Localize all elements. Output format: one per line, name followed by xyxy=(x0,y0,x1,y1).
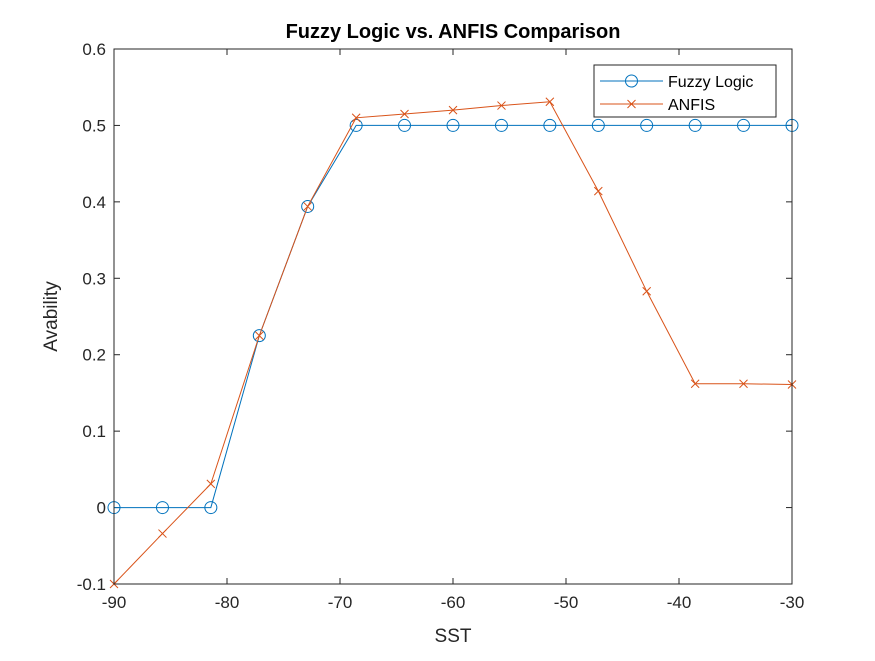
data-point-fuzzy-logic xyxy=(543,118,557,132)
x-tick-label: -60 xyxy=(441,593,466,612)
data-point-fuzzy-logic xyxy=(349,118,363,132)
series-anfis xyxy=(109,97,797,589)
series-layer xyxy=(107,97,799,589)
y-tick-label: -0.1 xyxy=(77,575,106,594)
chart-title: Fuzzy Logic vs. ANFIS Comparison xyxy=(286,21,621,43)
x-tick-label: -50 xyxy=(554,593,579,612)
series-fuzzy-logic xyxy=(107,118,799,515)
data-point-fuzzy-logic xyxy=(252,329,266,343)
x-tick-label: -80 xyxy=(215,593,240,612)
data-point-fuzzy-logic xyxy=(737,118,751,132)
data-point-anfis xyxy=(303,202,313,211)
x-axis-label: SST xyxy=(435,626,472,647)
data-point-anfis xyxy=(739,379,748,389)
data-point-fuzzy-logic xyxy=(591,118,605,132)
y-axis-label: Avability xyxy=(41,281,62,352)
x-tick-label: -40 xyxy=(667,593,692,612)
legend-label-anfis: ANFIS xyxy=(668,97,715,114)
y-tick-label: 0.3 xyxy=(82,269,106,288)
y-tick-label: 0 xyxy=(97,499,106,518)
legend-box xyxy=(593,64,777,118)
data-point-fuzzy-logic xyxy=(446,118,460,132)
data-point-anfis xyxy=(545,97,555,107)
data-point-anfis xyxy=(642,286,652,296)
data-point-fuzzy-logic xyxy=(398,118,412,132)
data-point-anfis xyxy=(351,113,361,123)
data-point-fuzzy-logic xyxy=(301,199,315,213)
data-point-anfis xyxy=(593,186,603,196)
y-tick-label: 0.2 xyxy=(82,346,106,365)
data-point-fuzzy-logic xyxy=(640,118,654,132)
data-point-anfis xyxy=(254,331,264,340)
data-point-anfis xyxy=(690,379,700,389)
y-tick-label: 0.6 xyxy=(82,40,106,59)
legend: Fuzzy Logic ANFIS xyxy=(593,64,777,118)
x-tick-label: -70 xyxy=(328,593,353,612)
data-point-anfis xyxy=(448,105,458,115)
axes-box xyxy=(113,48,793,585)
x-tick-label: -90 xyxy=(102,593,127,612)
data-point-anfis xyxy=(400,109,409,119)
legend-fuzzy-marker xyxy=(625,74,638,88)
legend-anfis-marker xyxy=(627,99,636,109)
y-tick-label: 0.4 xyxy=(82,193,106,212)
legend-label-fuzzy-logic: Fuzzy Logic xyxy=(668,74,753,91)
plot-area xyxy=(114,49,792,584)
y-tick-label: 0.5 xyxy=(82,116,106,135)
axis-ticks: -90 -80 -70 -60 -50 -40 -30 -0.1 0 0.1 0.2 0.3 0.4 0.… xyxy=(77,40,805,612)
data-point-anfis xyxy=(206,479,216,489)
y-tick-label: 0.1 xyxy=(82,422,106,441)
x-tick-label: -30 xyxy=(780,593,805,612)
data-point-fuzzy-logic xyxy=(155,501,169,515)
data-point-fuzzy-logic xyxy=(494,118,508,132)
data-point-anfis xyxy=(497,101,506,110)
data-point-anfis xyxy=(158,529,167,538)
data-point-fuzzy-logic xyxy=(204,501,218,515)
data-point-fuzzy-logic xyxy=(688,118,702,132)
series-line-fuzzy-logic xyxy=(114,124,792,509)
